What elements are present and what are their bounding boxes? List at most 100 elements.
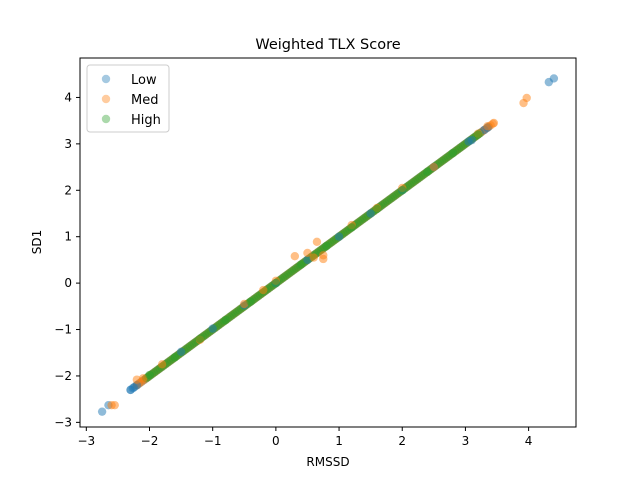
point-med (157, 360, 167, 369)
x-tick-label: 1 (335, 434, 343, 448)
band-point-low (234, 306, 244, 315)
point-low (366, 209, 375, 218)
band-point-low (435, 158, 445, 167)
band-point-med (265, 283, 274, 292)
band-point-med (406, 179, 416, 188)
legend: Low Med High (86, 64, 170, 133)
point-low (97, 407, 107, 416)
band-point-med (232, 307, 241, 317)
band-point-med (283, 270, 292, 279)
band-point-med (435, 158, 445, 167)
band-point-low (287, 267, 297, 276)
band-point-med (415, 173, 425, 182)
band-point-high (384, 195, 394, 205)
band-point-med (437, 156, 447, 166)
point-high (423, 167, 432, 176)
point-low (303, 255, 312, 265)
band-point-low (152, 366, 162, 375)
point-high (398, 186, 407, 195)
x-axis-label: RMSSD (306, 455, 349, 469)
band-point-high (229, 310, 238, 319)
x-tick-label: −3 (77, 434, 95, 448)
band-point-med (152, 366, 161, 375)
point-high (473, 130, 483, 139)
band-point-low (458, 141, 467, 151)
band-point-high (382, 197, 392, 206)
band-point-low (407, 179, 416, 188)
band-point-low (285, 268, 294, 278)
band-point-med (287, 267, 296, 276)
band-point-high (439, 155, 449, 164)
band-point-high (189, 339, 198, 348)
band-point-low (289, 265, 299, 274)
band-point-high (253, 291, 263, 301)
band-point-high (386, 194, 396, 203)
band-point-low (411, 176, 421, 185)
band-point-med (384, 195, 394, 205)
band-point-med (391, 190, 400, 200)
y-tick-label: −1 (54, 323, 72, 337)
band-point-low (354, 218, 363, 227)
x-tick-label: −2 (141, 434, 159, 448)
x-tick-label: −1 (204, 434, 222, 448)
point-low (176, 347, 186, 357)
band-point-high (456, 142, 466, 152)
band-point-high (388, 193, 397, 202)
band-point-low (391, 190, 401, 200)
point-med (309, 253, 318, 262)
band-point-med (382, 197, 391, 206)
y-tick-label: 1 (64, 230, 72, 244)
point-med (138, 374, 148, 383)
legend-marker-low (101, 74, 111, 84)
band-point-high (278, 273, 288, 283)
band-point-med (254, 291, 263, 301)
band-point-high (265, 283, 274, 292)
band-point-high (185, 342, 195, 351)
band-point-low (183, 343, 193, 352)
band-point-low (186, 341, 195, 351)
y-tick-label: −3 (54, 415, 72, 429)
x-tick-label: 4 (525, 434, 533, 448)
band-point-low (409, 177, 418, 187)
point-high (347, 223, 356, 232)
band-point-high (415, 173, 424, 182)
band-point-med (185, 342, 195, 351)
band-point-high (356, 216, 365, 226)
point-med (240, 299, 249, 309)
band-point-low (385, 195, 394, 204)
band-point-med (413, 174, 422, 184)
band-point-high (202, 329, 212, 338)
band-point-high (380, 198, 390, 208)
band-point-med (455, 143, 464, 153)
point-med (290, 251, 300, 261)
band-point-high (282, 271, 291, 280)
y-axis-label: SD1 (30, 230, 44, 255)
band-point-med (229, 309, 239, 318)
legend-marker-med (101, 94, 111, 104)
band-point-med (227, 311, 237, 320)
band-point-low (442, 153, 451, 162)
band-point-high (390, 191, 399, 201)
y-tick-label: 0 (64, 276, 72, 290)
band-point-med (183, 343, 192, 353)
y-axis: −3 −2 −1 0 1 2 3 4 (54, 90, 80, 429)
band-point-high (354, 218, 363, 227)
y-tick-label: 3 (64, 137, 72, 151)
point-med (483, 122, 492, 131)
band-point-low (387, 193, 396, 203)
point-med (132, 375, 142, 384)
point-high (296, 260, 306, 269)
band-point-high (454, 144, 464, 153)
band-point-high (409, 177, 418, 187)
band-point-med (409, 177, 418, 187)
band-point-med (404, 181, 414, 190)
legend-label-med: Med (131, 93, 158, 108)
band-point-low (380, 198, 390, 208)
band-point-high (358, 215, 367, 224)
band-point-low (358, 215, 367, 224)
point-med (522, 93, 531, 103)
band-point-low (404, 180, 414, 190)
point-high (271, 278, 281, 288)
